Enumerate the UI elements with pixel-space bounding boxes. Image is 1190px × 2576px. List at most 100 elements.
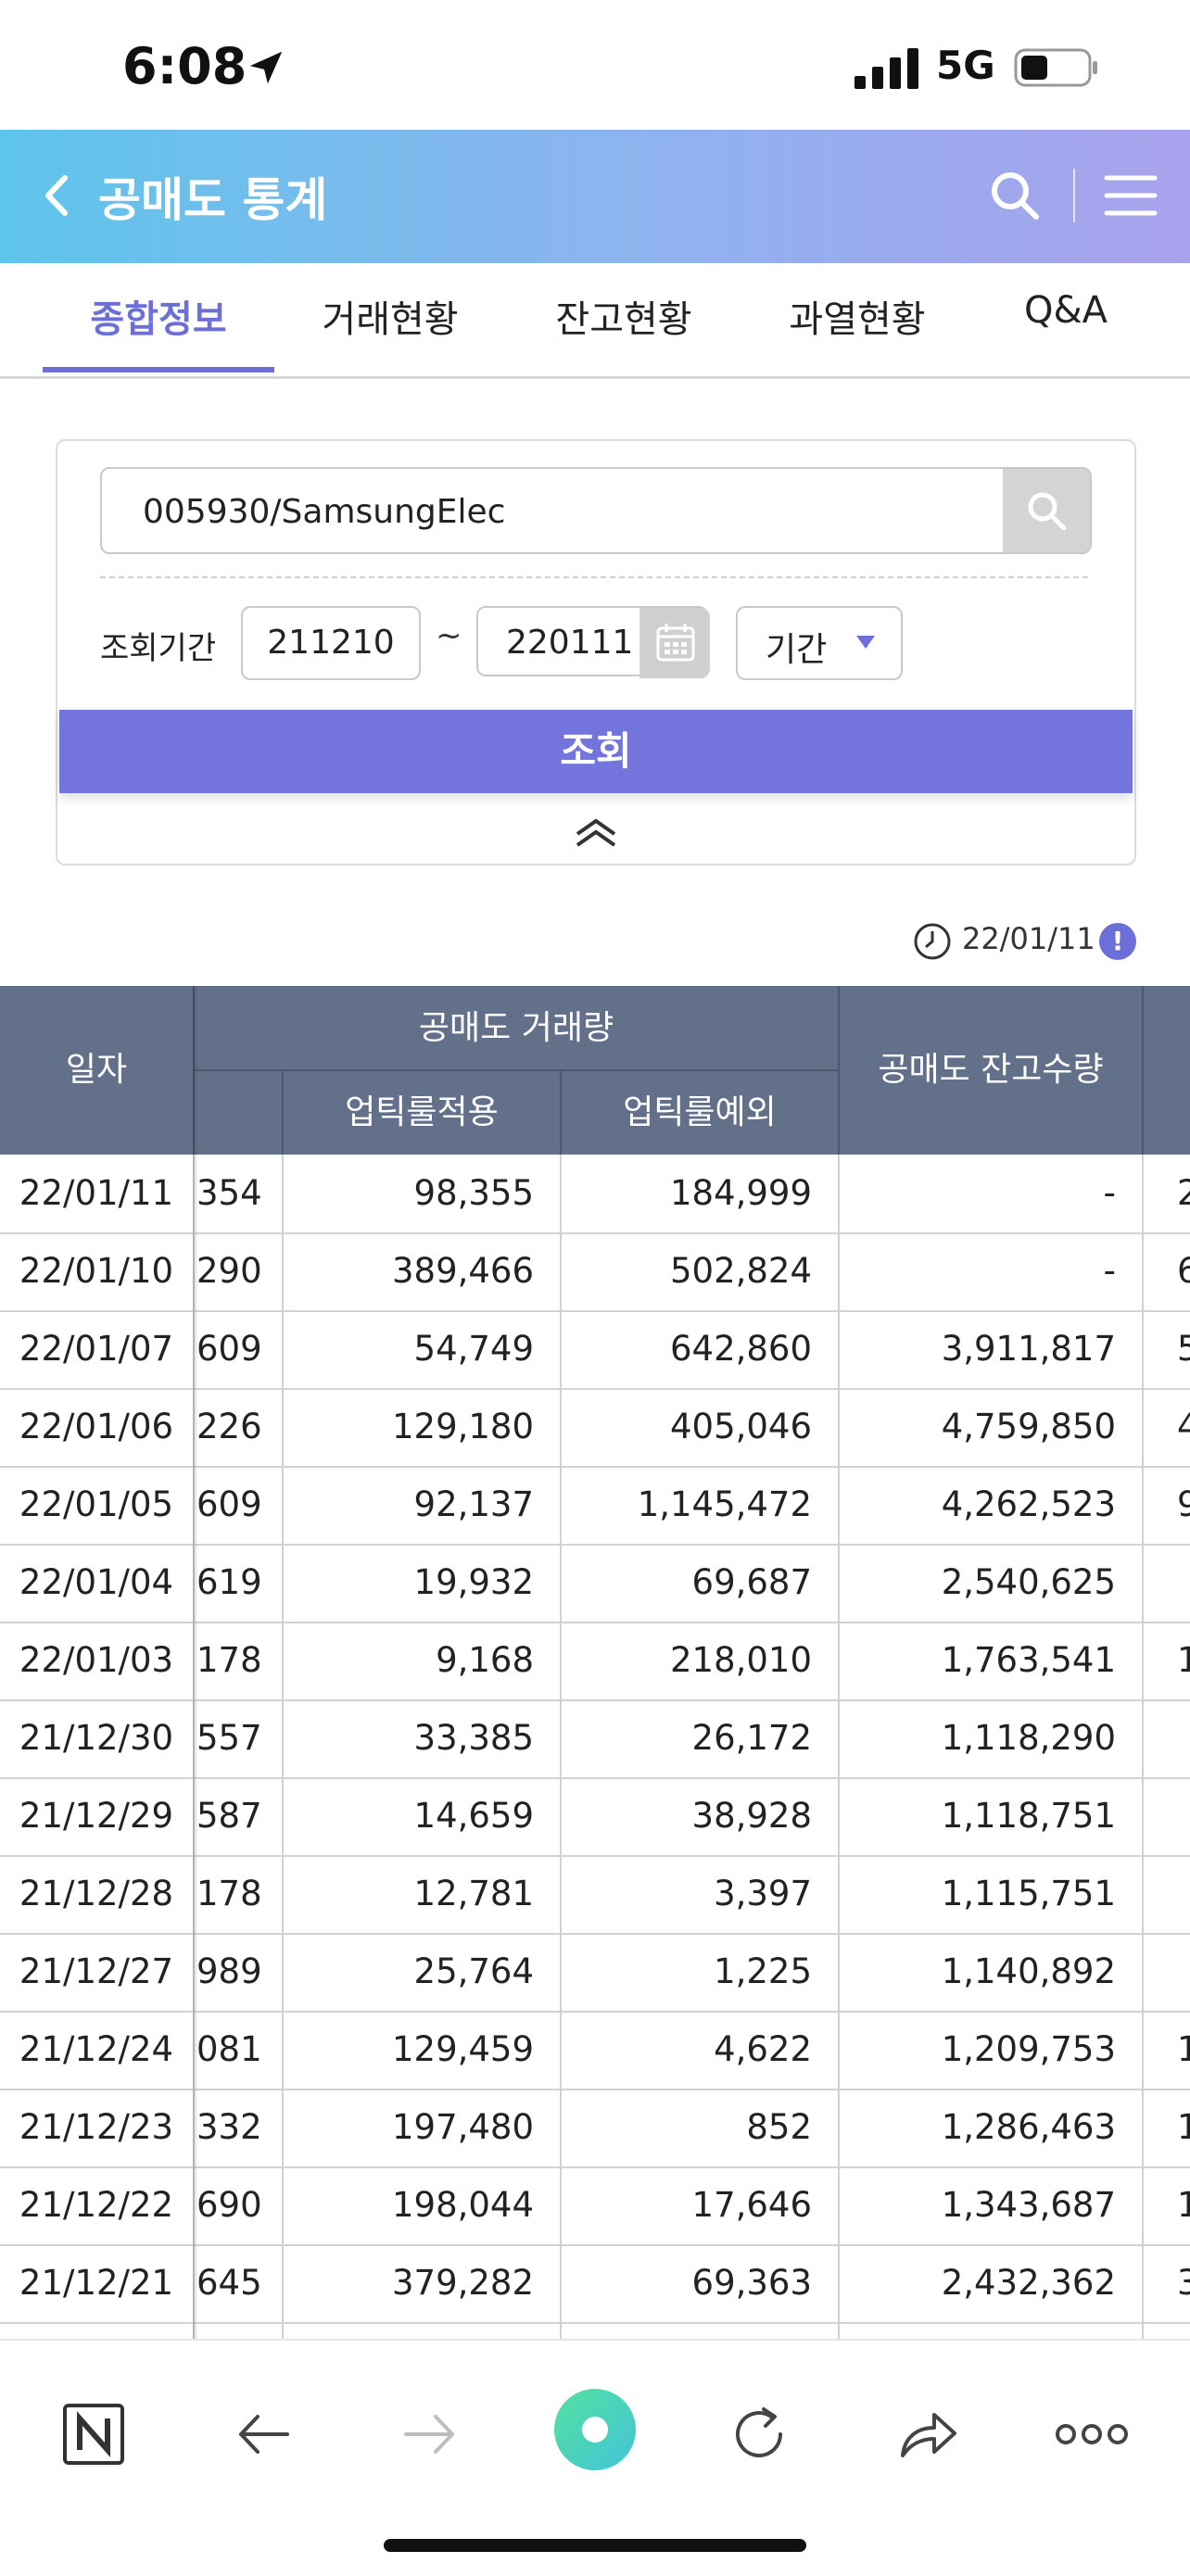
column-divider	[838, 2011, 840, 2089]
calendar-button[interactable]	[639, 608, 710, 678]
column-divider	[1142, 2011, 1144, 2089]
home-green-dot-icon[interactable]	[552, 2387, 638, 2472]
update-date: 22/01/11	[962, 921, 1095, 956]
cell-balance-qty: 3,911,817	[941, 1329, 1116, 1369]
table-row: 22/01/10 290 389,466 502,824 - 6	[0, 1232, 1190, 1312]
cell-next-partial: 2	[1177, 1173, 1190, 1213]
column-divider	[193, 2011, 195, 2089]
table-row: 21/12/27 989 25,764 1,225 1,140,892	[0, 1933, 1190, 2013]
cell-uptick-exempt: 184,999	[669, 1173, 812, 1213]
cell-balance-qty: 2,432,362	[941, 2263, 1116, 2303]
back-arrow-icon[interactable]	[232, 2402, 297, 2467]
collapse-chevron-icon[interactable]	[573, 815, 619, 847]
table-row: 21/12/23 332 197,480 852 1,286,463 1	[0, 2089, 1190, 2168]
cell-next-partial	[1177, 1544, 1190, 1622]
column-divider	[193, 2166, 195, 2244]
header-date: 일자	[0, 986, 195, 1155]
column-divider	[1142, 1155, 1144, 1232]
cell-uptick-applied: 197,480	[391, 2107, 534, 2147]
cell-next-partial	[1177, 1699, 1190, 1777]
cell-next-partial: 3	[1177, 2263, 1190, 2303]
date-separator: ~	[436, 617, 462, 654]
cell-uptick-applied: 129,459	[391, 2029, 534, 2069]
stock-search-button[interactable]	[1003, 469, 1090, 552]
stock-search-input[interactable]	[102, 469, 1034, 552]
share-icon[interactable]	[895, 2402, 960, 2467]
column-divider	[560, 2244, 562, 2322]
start-date-field[interactable]: 211210	[241, 606, 421, 680]
calendar-icon	[656, 624, 695, 662]
cell-balance-qty: 4,759,850	[941, 1407, 1116, 1446]
cell-uptick-applied: 129,180	[391, 1407, 534, 1446]
column-divider	[282, 1310, 284, 1388]
cell-date: 22/01/05	[19, 1484, 174, 1524]
browser-bottom-bar	[0, 2339, 1190, 2576]
search-icon[interactable]	[984, 165, 1045, 226]
column-divider	[282, 2089, 284, 2166]
status-bar: 6:08 5G	[0, 0, 1190, 130]
column-divider	[838, 1544, 840, 1622]
cell-balance-qty: 1,140,892	[941, 1951, 1116, 1991]
column-divider	[1142, 2244, 1144, 2322]
cell-uptick-exempt: 852	[746, 2107, 812, 2147]
period-type-select[interactable]: 기간	[736, 606, 903, 680]
cell-uptick-exempt: 38,928	[691, 1796, 812, 1836]
column-divider	[193, 2322, 195, 2339]
cell-balance-qty: 1,763,541	[941, 1640, 1116, 1680]
column-divider	[282, 2244, 284, 2322]
cell-uptick-applied: 12,781	[413, 1874, 534, 1913]
back-chevron-icon[interactable]	[28, 163, 93, 228]
column-divider	[1142, 2166, 1144, 2244]
refresh-icon[interactable]	[727, 2402, 791, 2467]
cell-next-partial: 5	[1177, 1329, 1190, 1369]
column-divider	[560, 1232, 562, 1310]
short-sale-table[interactable]: 일자 공매도 거래량 업틱룰적용 업틱룰예외 공매도 잔고수량 22/01/11…	[0, 986, 1190, 2339]
cell-uptick-exempt	[562, 2322, 812, 2339]
location-arrow-icon	[249, 51, 283, 84]
column-divider	[560, 1777, 562, 1855]
cell-trade-total-partial: 609	[196, 1484, 262, 1524]
column-divider	[193, 1933, 195, 2011]
table-row: 22/01/05 609 92,137 1,145,472 4,262,523 9	[0, 1466, 1190, 1546]
frozen-column-shadow	[193, 986, 198, 2339]
column-divider	[193, 1855, 195, 1933]
info-icon[interactable]: !	[1099, 923, 1136, 960]
cell-balance-qty	[840, 2322, 1116, 2339]
column-divider	[193, 1155, 195, 1232]
cell-trade-total-partial: 354	[196, 1173, 262, 1213]
column-divider	[282, 1232, 284, 1310]
column-divider	[193, 1699, 195, 1777]
column-divider	[560, 2089, 562, 2166]
header-trade-volume: 공매도 거래량	[195, 986, 840, 1071]
cell-uptick-exempt: 1,225	[714, 1951, 812, 1991]
column-divider	[838, 2322, 840, 2339]
column-divider	[1142, 1310, 1144, 1388]
cell-uptick-exempt: 69,687	[691, 1562, 812, 1602]
menu-icon[interactable]	[1103, 167, 1158, 224]
cell-date: 22/01/11	[19, 1173, 174, 1213]
tab-summary[interactable]: 종합정보	[90, 298, 227, 341]
column-divider	[282, 1544, 284, 1622]
cell-next-partial	[1177, 2322, 1190, 2339]
header-divider	[1073, 169, 1075, 222]
table-row	[0, 2322, 1190, 2339]
cell-balance-qty: 1,343,687	[941, 2185, 1116, 2225]
table-row: 22/01/11 354 98,355 184,999 - 2	[0, 1155, 1190, 1234]
query-button[interactable]: 조회	[59, 710, 1133, 793]
tab-overheat[interactable]: 과열현황	[789, 298, 926, 341]
cell-trade-total-partial: 290	[196, 1251, 262, 1291]
cell-trade-total-partial: 178	[196, 1874, 262, 1913]
more-icon[interactable]	[1055, 2402, 1129, 2467]
network-type: 5G	[936, 43, 995, 88]
naver-n-icon[interactable]	[61, 2402, 126, 2467]
tab-qna[interactable]: Q&A	[1023, 289, 1108, 332]
stock-search-box	[100, 467, 1092, 554]
tab-balance[interactable]: 잔고현황	[555, 298, 692, 341]
forward-arrow-icon[interactable]	[397, 2402, 462, 2467]
cell-uptick-exempt: 642,860	[669, 1329, 812, 1369]
cell-balance-qty: 1,115,751	[941, 1874, 1116, 1913]
column-divider	[560, 2322, 562, 2339]
cell-uptick-applied	[284, 2322, 534, 2339]
cell-balance-qty: 4,262,523	[941, 1484, 1116, 1524]
tab-trading[interactable]: 거래현황	[322, 298, 459, 341]
